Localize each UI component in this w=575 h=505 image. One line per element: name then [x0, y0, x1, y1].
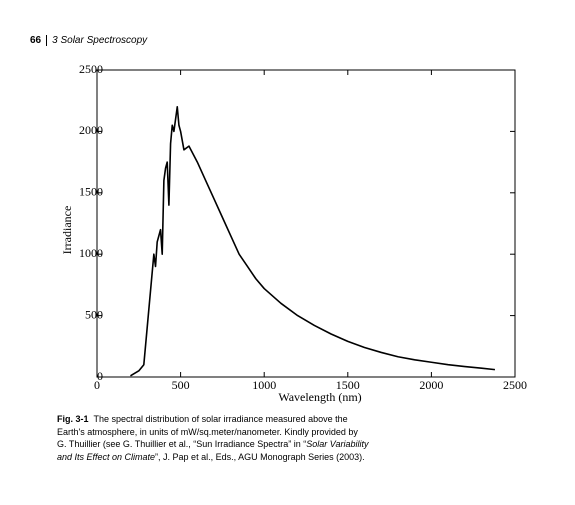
y-tick-label: 1000	[79, 246, 103, 260]
y-tick-label: 0	[97, 369, 103, 383]
caption-italic: Solar Variability and Its Effect on Clim…	[57, 439, 369, 462]
x-tick-label: 2500	[503, 378, 527, 392]
x-axis-label: Wavelength (nm)	[278, 390, 361, 404]
chapter-title: 3 Solar Spectroscopy	[52, 35, 148, 46]
y-tick-label: 1500	[79, 185, 103, 199]
x-tick-label: 1000	[252, 378, 276, 392]
y-axis-label: Irradiance	[60, 206, 74, 255]
chart: Wavelength (nm) Irradiance 0 500 1000 1500 2…	[60, 62, 527, 404]
spectrum-line	[130, 106, 496, 377]
x-tick-label: 500	[172, 378, 190, 392]
x-tick-label: 1500	[336, 378, 360, 392]
y-tick-label: 2500	[79, 62, 103, 76]
x-tick-label: 2000	[419, 378, 443, 392]
caption-text-end: ”, J. Pap et al., Eds., AGU Monograph Se…	[155, 451, 365, 462]
page-number: 66	[30, 35, 48, 46]
y-tick-label: 2000	[79, 123, 103, 137]
y-tick-label: 500	[85, 307, 103, 321]
page-header: 66 3 Solar Spectroscopy	[30, 35, 147, 46]
caption-label: Fig. 3-1	[57, 414, 89, 424]
caption-text: The spectral distribution of solar irrad…	[57, 414, 358, 449]
x-tick-label: 0	[94, 378, 100, 392]
caption: Fig. 3-1 The spectral distribution of so…	[57, 413, 369, 463]
plot-frame	[96, 69, 516, 378]
